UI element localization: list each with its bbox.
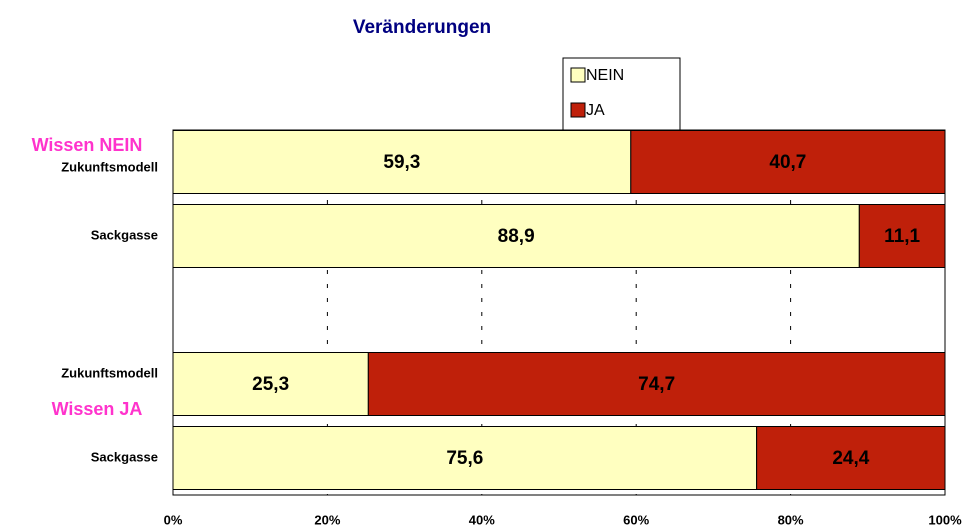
y-tick-label: Sackgasse (91, 449, 158, 464)
x-tick-label: 80% (778, 512, 804, 527)
value-label: 11,1 (884, 226, 920, 247)
legend-label: JA (586, 102, 605, 119)
legend-swatch (570, 67, 586, 83)
bar-segment (172, 426, 758, 490)
value-label: 88,9 (498, 226, 535, 247)
y-tick-label: Zukunftsmodell (61, 159, 158, 174)
x-tick-label: 60% (623, 512, 649, 527)
value-label: 24,4 (832, 448, 869, 469)
y-tick-label: Sackgasse (91, 227, 158, 242)
bar-segment (172, 130, 632, 194)
x-tick-label: 20% (314, 512, 340, 527)
bar-segment (756, 426, 946, 490)
bar-segment (630, 130, 946, 194)
annotation: Wissen NEIN (32, 135, 143, 155)
x-tick-label: 0% (164, 512, 183, 527)
value-label: 40,7 (769, 152, 806, 173)
bar-segment (858, 204, 946, 268)
value-label: 25,3 (252, 374, 289, 395)
bar-segment (172, 204, 860, 268)
value-label: 59,3 (383, 152, 420, 173)
x-tick-label: 40% (469, 512, 495, 527)
chart-title: Veränderungen (353, 17, 491, 38)
bar-segment (367, 352, 946, 416)
legend-label: NEIN (586, 67, 624, 84)
value-label: 75,6 (446, 448, 483, 469)
annotation: Wissen JA (52, 399, 143, 419)
x-tick-label: 100% (928, 512, 962, 527)
bar-segment (172, 352, 369, 416)
y-tick-label: Zukunftsmodell (61, 365, 158, 380)
value-label: 74,7 (638, 374, 675, 395)
legend-swatch (570, 102, 586, 118)
